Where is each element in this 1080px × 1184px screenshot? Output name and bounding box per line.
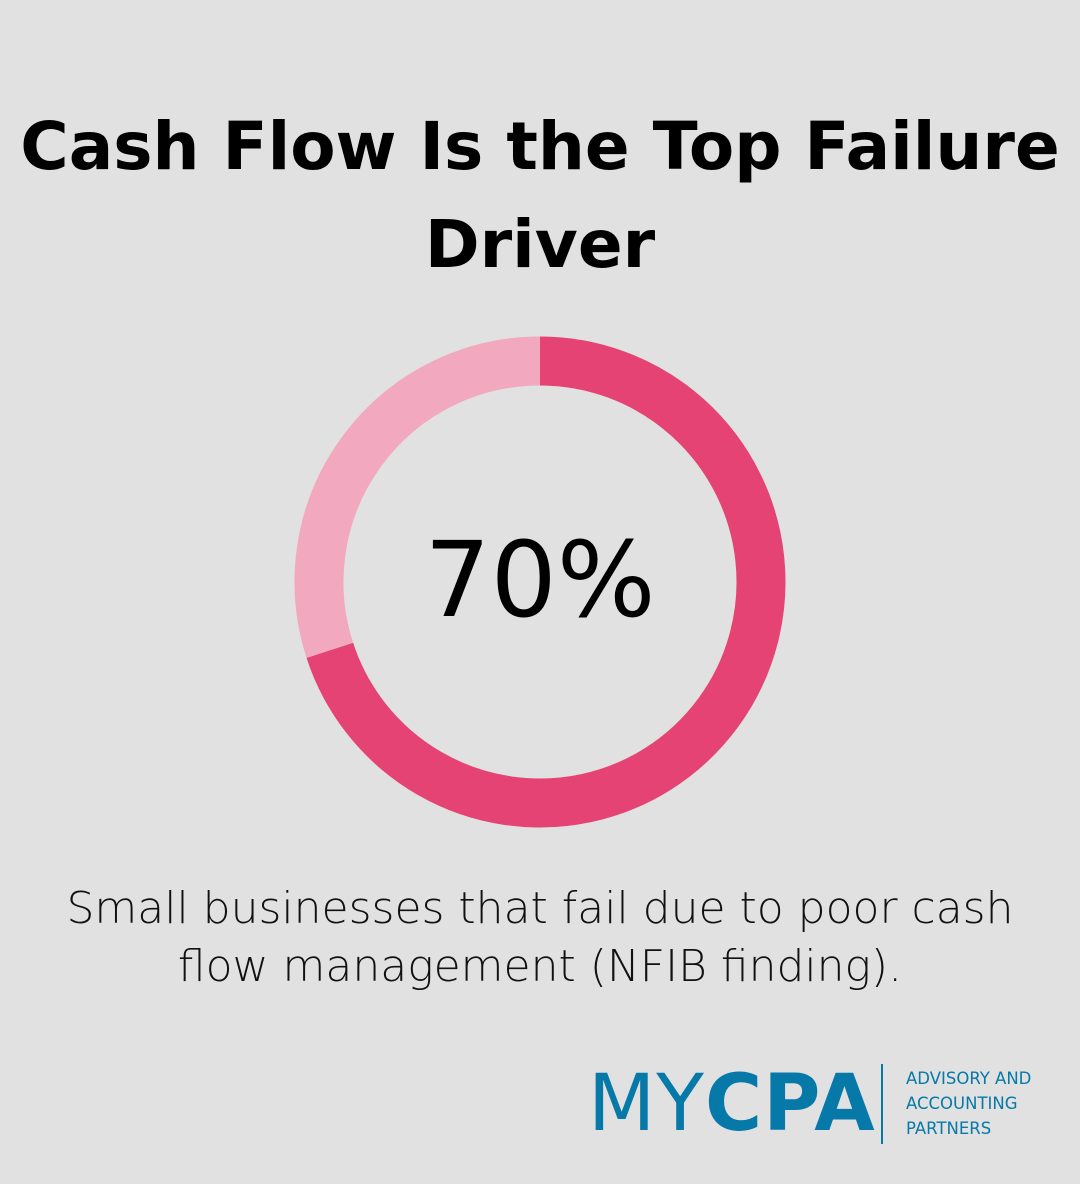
logo-divider <box>881 1064 883 1144</box>
donut-chart <box>294 336 786 828</box>
tagline-line: ADVISORY AND <box>906 1069 1032 1088</box>
chart-caption: Small businesses that fail due to poor c… <box>66 883 1014 992</box>
center-percentage: 70% <box>424 519 656 641</box>
page-title: Cash Flow Is the Top Failure Driver <box>20 108 1060 283</box>
logo-my: MY <box>588 1059 705 1149</box>
logo-wordmark: MYCPA <box>588 1062 876 1147</box>
tagline-line: PARTNERS <box>906 1119 992 1138</box>
donut-segment-primary <box>306 336 786 828</box>
tagline-line: ACCOUNTING <box>906 1094 1018 1113</box>
logo-tagline: ADVISORY AND ACCOUNTING PARTNERS <box>906 1066 1031 1141</box>
logo-cpa: CPA <box>704 1059 876 1149</box>
donut-segment-remainder <box>294 336 541 658</box>
mycpa-logo: MYCPA ADVISORY AND ACCOUNTING PARTNERS <box>588 1062 1058 1147</box>
